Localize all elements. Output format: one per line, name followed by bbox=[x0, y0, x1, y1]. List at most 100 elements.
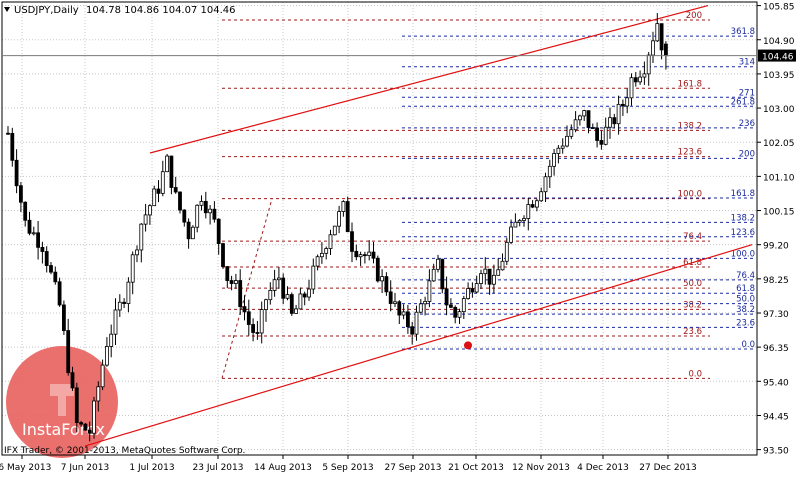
candle-body bbox=[143, 214, 148, 225]
x-tick-label: 4 Dec 2013 bbox=[577, 463, 629, 473]
y-tick-label: 99.20 bbox=[763, 242, 789, 252]
candle-body bbox=[504, 241, 509, 262]
candle-body bbox=[147, 205, 152, 216]
candle-body bbox=[294, 308, 299, 314]
candle-body bbox=[40, 246, 45, 252]
candle-body bbox=[238, 280, 243, 308]
candle-body bbox=[573, 119, 578, 131]
candle-body bbox=[324, 248, 329, 254]
candle-body bbox=[66, 330, 71, 374]
candle-body bbox=[255, 332, 260, 334]
fibo-left-label: 38.2 bbox=[683, 300, 702, 310]
fibo-right-label: 314 bbox=[739, 58, 755, 68]
candle-body bbox=[569, 129, 574, 137]
candle-body bbox=[491, 274, 496, 285]
candle-body bbox=[190, 226, 195, 240]
fibo-left-label: 138.2 bbox=[678, 121, 702, 131]
candle-body bbox=[603, 126, 608, 145]
candle-body bbox=[328, 234, 333, 249]
chart-header: USDJPY,Daily 104.78 104.86 104.07 104.46 bbox=[4, 5, 236, 16]
collapse-arrow-icon[interactable] bbox=[4, 7, 10, 12]
candle-body bbox=[264, 299, 268, 310]
x-tick-label: 16 May 2013 bbox=[0, 463, 51, 473]
swing-low-marker bbox=[464, 341, 472, 350]
fibo-left-label: 123.6 bbox=[678, 148, 702, 158]
candle-body bbox=[44, 251, 49, 266]
fibo-right-label: 100.0 bbox=[731, 249, 755, 259]
fibo-right-label: 161.8 bbox=[731, 189, 755, 199]
candle-body bbox=[109, 333, 114, 347]
candle-body bbox=[212, 208, 217, 220]
candle-body bbox=[178, 191, 182, 211]
candle-body bbox=[453, 306, 458, 318]
candle-body bbox=[410, 326, 415, 335]
x-tick-label: 23 Jul 2013 bbox=[193, 463, 244, 473]
candle-body bbox=[621, 103, 625, 107]
candle-body bbox=[105, 346, 109, 366]
candle-body bbox=[251, 324, 256, 333]
candle-body bbox=[332, 225, 337, 236]
candles bbox=[6, 13, 668, 442]
candle-body bbox=[311, 265, 316, 290]
y-tick-label: 101.10 bbox=[763, 173, 795, 183]
y-tick-label: 104.90 bbox=[763, 37, 795, 47]
candle-body bbox=[608, 117, 612, 128]
candle-body bbox=[530, 204, 535, 208]
y-tick-label: 94.45 bbox=[763, 412, 789, 422]
candle-body bbox=[221, 243, 225, 267]
candle-body bbox=[49, 265, 53, 273]
y-tick-label: 98.25 bbox=[763, 276, 789, 286]
candle-body bbox=[414, 311, 419, 335]
candle-body bbox=[371, 251, 376, 259]
candle-body bbox=[281, 277, 286, 299]
candle-body bbox=[457, 311, 462, 318]
x-tick-label: 1 Jul 2013 bbox=[129, 463, 174, 473]
candle-body bbox=[152, 188, 157, 207]
candle-body bbox=[367, 251, 372, 257]
candle-body bbox=[556, 147, 561, 154]
y-tick-label: 105.85 bbox=[763, 3, 795, 13]
candle-body bbox=[513, 221, 518, 228]
candle-body bbox=[130, 254, 135, 283]
candle-body bbox=[36, 232, 40, 248]
candle-body bbox=[461, 298, 466, 313]
x-tick-label: 27 Dec 2013 bbox=[639, 463, 697, 473]
y-tick-label: 100.15 bbox=[763, 208, 795, 218]
candle-body bbox=[401, 311, 406, 316]
y-tick-label: 96.35 bbox=[763, 344, 789, 354]
candle-body bbox=[448, 304, 453, 308]
current-price-box bbox=[758, 49, 796, 62]
candle-body bbox=[517, 220, 522, 223]
candle-body bbox=[246, 311, 251, 325]
candle-body bbox=[358, 254, 363, 258]
candle-body bbox=[117, 301, 122, 311]
candle-body bbox=[393, 301, 397, 304]
candle-body bbox=[83, 423, 88, 431]
candle-body bbox=[18, 185, 23, 203]
candle-body bbox=[341, 201, 346, 212]
candle-body bbox=[225, 266, 230, 281]
candle-body bbox=[70, 372, 75, 389]
candle-body bbox=[552, 153, 556, 167]
candle-body bbox=[418, 303, 423, 313]
candle-body bbox=[405, 311, 410, 328]
candle-body bbox=[135, 249, 139, 256]
candle-body bbox=[423, 301, 428, 305]
fibo-right-label: 271 bbox=[739, 88, 755, 98]
y-tick-label: 102.05 bbox=[763, 139, 795, 149]
candle-body bbox=[14, 159, 19, 187]
candle-body bbox=[629, 77, 634, 99]
candle-body bbox=[92, 400, 96, 434]
candle-body bbox=[173, 187, 178, 193]
channel-lower-line bbox=[84, 244, 753, 447]
channel-upper-line bbox=[149, 5, 709, 154]
candle-body bbox=[595, 127, 599, 141]
fibo-left-label: 200 bbox=[686, 11, 702, 21]
copyright-text: IFX Trader, © 2001-2013, MetaQuotes Soft… bbox=[4, 446, 245, 456]
candle-body bbox=[586, 110, 591, 128]
y-tick-label: 93.50 bbox=[763, 447, 789, 457]
candle-body bbox=[122, 301, 126, 304]
